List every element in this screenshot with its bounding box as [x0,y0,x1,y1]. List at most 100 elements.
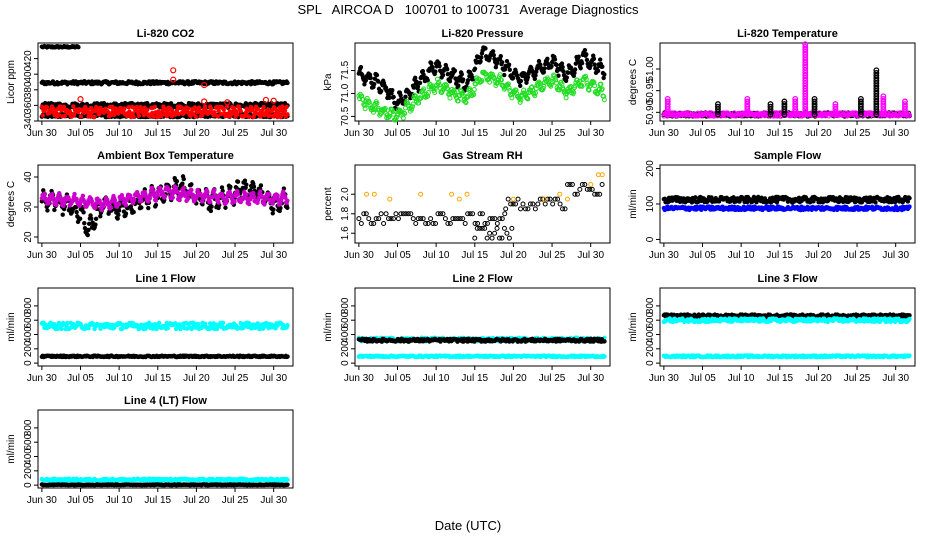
data-point [472,66,478,71]
data-point [465,78,471,83]
panel-title: Li-820 Pressure [442,28,524,40]
data-point [81,210,86,215]
data-point [549,64,554,69]
x-tick-label: Jul 20 [805,128,832,139]
data-point [232,199,237,204]
data-point [89,216,94,221]
data-point [54,202,59,208]
series-points [39,174,290,238]
data-point [258,183,264,188]
panel-title: Ambient Box Temperature [97,150,234,162]
x-tick-label: Jul 10 [423,128,450,139]
data-point [502,211,508,217]
data-point [378,88,384,94]
y-tick-label: 1.6 [340,226,351,240]
data-point [181,176,186,182]
data-point [595,68,601,74]
x-tick-label: Jul 05 [67,128,94,139]
data-point [358,64,364,70]
y-axis-label: kPa [323,73,334,91]
y-tick-label: 800 [340,297,351,314]
data-point [165,325,170,331]
data-point [285,112,290,117]
data-point [244,182,249,187]
y-tick-label: 71.5 [340,60,351,80]
x-tick-label: Jun 30 [27,250,57,261]
data-point [177,197,182,203]
data-point [506,62,512,67]
data-point [494,225,500,231]
data-point [520,201,526,207]
data-point [123,211,129,216]
data-point [246,201,252,207]
data-point [564,75,570,80]
data-point [572,67,578,72]
y-tick-label: 0 [340,360,351,366]
y-tick-label: 40 [23,171,34,183]
x-tick-label: Jul 30 [882,250,909,261]
x-tick-label: Jul 20 [500,250,527,261]
x-tick-label: Jul 20 [183,250,210,261]
y-tick-label: 0 [645,236,656,242]
data-point [447,95,453,101]
panel-frame [37,42,294,122]
x-tick-label: Jul 30 [260,250,287,261]
y-tick-label: 2.0 [340,187,351,201]
data-point [509,225,515,231]
data-point [557,191,563,197]
y-tick-label: 200 [645,160,656,177]
x-tick-label: Jul 05 [384,128,411,139]
data-point [152,104,158,110]
data-point [440,72,446,78]
data-point [123,203,129,208]
data-point [80,193,86,199]
data-point [221,107,226,112]
data-point [478,59,483,64]
y-axis-label: ml/min [6,312,17,341]
data-point [185,196,191,201]
y-tick-label: 380 [23,81,34,98]
x-tick-label: Jul 05 [689,250,716,261]
y-tick-label: 1.8 [340,206,351,220]
y-axis-label: Licor ppm [6,60,17,104]
data-point [285,80,290,86]
x-tick-label: Jul 25 [539,373,566,384]
data-point [378,211,384,217]
data-point [403,94,408,100]
data-point [209,204,214,209]
series-points [661,41,913,119]
data-point [363,78,369,83]
data-point [391,94,396,100]
y-tick-label: 51.00 [645,56,656,81]
series-points [39,43,290,120]
data-point [139,198,144,204]
data-point [62,113,68,119]
outlier-point [77,96,84,103]
data-point [550,201,556,207]
figure-title: SPL AIRCOA D 100701 to 100731 Average Di… [297,2,639,17]
data-point [449,191,455,197]
data-point [418,191,424,197]
data-point [153,202,159,208]
data-point [189,187,194,193]
data-point [413,221,419,226]
y-tick-label: 30 [23,201,34,213]
data-point [428,216,434,222]
data-point [280,104,285,109]
x-tick-label: Jul 15 [144,373,171,384]
data-point [132,197,137,203]
x-tick-label: Jul 15 [766,128,793,139]
x-tick-label: Jul 10 [728,250,755,261]
data-point [284,104,289,110]
data-point [74,209,79,215]
data-point [498,53,503,59]
data-point [251,190,256,196]
data-point [275,193,280,198]
data-point [552,57,558,62]
x-tick-label: Jul 30 [577,128,604,139]
data-point [207,199,213,205]
x-tick-label: Jul 10 [423,250,450,261]
data-point [93,222,98,227]
data-point [45,208,50,213]
